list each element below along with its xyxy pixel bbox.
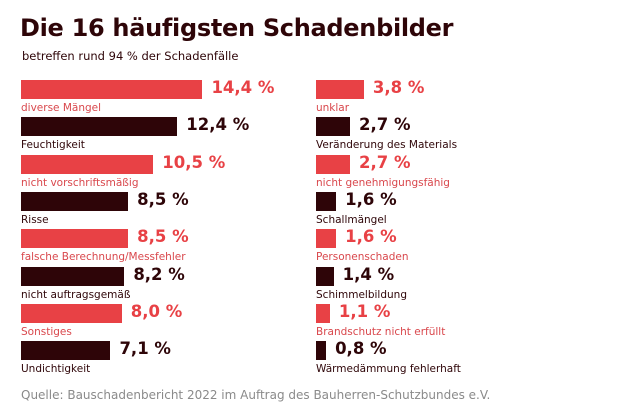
bar <box>21 117 178 137</box>
category-label: nicht vorschriftsmäßig <box>21 176 139 189</box>
data-label: 1,1 % <box>338 301 391 321</box>
bar <box>21 191 129 211</box>
category-label: diverse Mängel <box>21 102 102 114</box>
data-label: 14,4 % <box>211 78 275 97</box>
bar <box>316 266 334 286</box>
category-label: Risse <box>21 213 49 226</box>
data-label: 0,8 % <box>335 339 387 359</box>
data-label: 8,5 % <box>137 227 189 247</box>
category-label: Brandschutz nicht erfüllt <box>316 325 446 338</box>
bar <box>316 154 351 174</box>
category-label: Schimmelbildung <box>316 288 407 301</box>
category-label: Wärmedämmung fehlerhaft <box>316 363 461 376</box>
category-label: nicht genehmigungsfähig <box>316 176 450 189</box>
chart-title: Die 16 häufigsten Schadenbilder <box>20 14 454 42</box>
bar <box>21 154 154 174</box>
bar <box>21 80 203 99</box>
bar <box>21 303 122 323</box>
category-label: unklar <box>316 102 350 114</box>
data-label: 10,5 % <box>162 152 226 172</box>
category-label: Schallmängel <box>316 213 387 226</box>
data-label: 12,4 % <box>186 115 250 135</box>
source-note: Quelle: Bauschadenbericht 2022 im Auftra… <box>21 388 491 402</box>
bar <box>21 341 111 361</box>
data-label: 8,2 % <box>133 264 185 284</box>
chart-subtitle: betreffen rund 94 % der Schadenfälle <box>22 49 239 63</box>
bar <box>316 303 330 323</box>
category-label: Sonstiges <box>21 325 72 338</box>
category-label: Feuchtigkeit <box>21 139 85 152</box>
data-label: 8,5 % <box>137 189 189 209</box>
category-label: Undichtigkeit <box>21 363 91 376</box>
data-label: 1,4 % <box>342 264 395 284</box>
category-label: Veränderung des Materials <box>316 139 458 152</box>
data-label: 1,6 % <box>345 227 397 247</box>
category-label: Personenschaden <box>316 251 409 264</box>
bar <box>316 341 327 361</box>
bar <box>316 191 337 211</box>
bar <box>316 229 337 249</box>
bar <box>21 266 125 286</box>
category-label: falsche Berechnung/Messfehler <box>21 251 186 264</box>
data-label: 8,0 % <box>130 301 183 321</box>
bar <box>316 117 351 137</box>
category-label: nicht auftragsgemäß <box>21 288 131 301</box>
bar <box>316 80 364 99</box>
bar <box>21 229 129 249</box>
data-label: 2,7 % <box>359 115 411 135</box>
data-label: 7,1 % <box>119 339 171 359</box>
data-label: 1,6 % <box>345 189 397 209</box>
data-label: 2,7 % <box>359 152 411 172</box>
data-label: 3,8 % <box>372 78 425 97</box>
